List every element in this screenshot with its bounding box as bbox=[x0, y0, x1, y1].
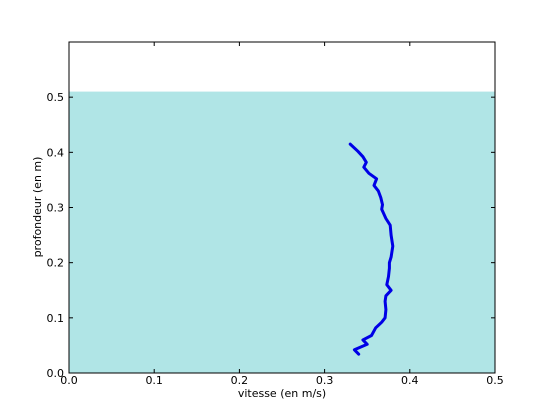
y-tick-label: 0.1 bbox=[47, 312, 65, 325]
x-tick-label: 0.4 bbox=[401, 374, 419, 387]
y-tick-label: 0.0 bbox=[47, 367, 65, 380]
x-tick-label: 0.1 bbox=[145, 374, 163, 387]
series-line bbox=[348, 142, 395, 356]
axes-frame bbox=[68, 41, 496, 374]
y-tick-labels: 0.0 0.1 0.2 0.3 0.4 0.5 bbox=[47, 91, 65, 380]
x-axis-label: vitesse (en m/s) bbox=[238, 387, 326, 400]
y-tick-label: 0.2 bbox=[47, 257, 65, 270]
y-axis-label: profondeur (en m) bbox=[31, 157, 44, 258]
x-tick-label: 0.0 bbox=[60, 374, 78, 387]
x-tick-label: 0.3 bbox=[316, 374, 334, 387]
y-tick-label: 0.3 bbox=[47, 202, 65, 215]
x-tick-label: 0.5 bbox=[486, 374, 504, 387]
x-tick-label: 0.2 bbox=[231, 374, 249, 387]
x-tick-labels: 0.0 0.1 0.2 0.3 0.4 0.5 bbox=[60, 374, 504, 387]
y-tick-label: 0.5 bbox=[47, 91, 65, 104]
y-tick-label: 0.4 bbox=[47, 146, 65, 159]
series-layer bbox=[348, 142, 395, 356]
water-fill bbox=[69, 91, 495, 373]
